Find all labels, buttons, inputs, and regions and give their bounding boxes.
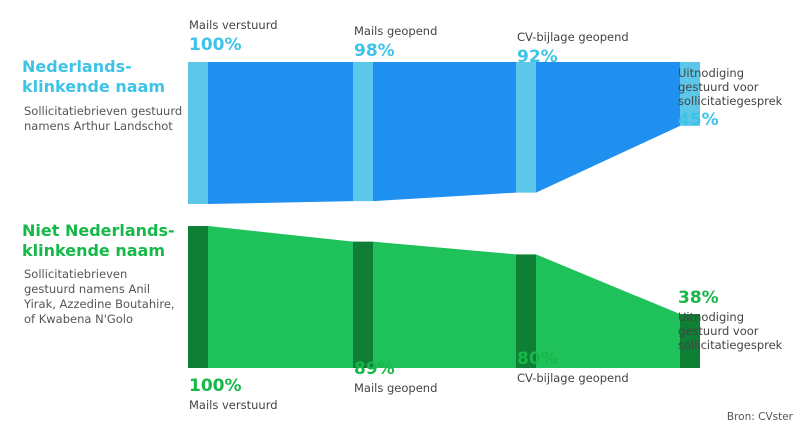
group-2-stage-2-bar xyxy=(353,241,373,368)
group-1-stage-1-value: 100% xyxy=(189,35,242,55)
group-2-band-2 xyxy=(373,241,516,368)
group-2-stage-1-label: Mails verstuurd xyxy=(189,398,278,412)
group-2-stage-4-value: 38% xyxy=(678,288,719,308)
group-2-stage-1-bar xyxy=(188,226,208,368)
group-2-subtitle: Sollicitatiebrieven gestuurd namens Anil Y… xyxy=(24,267,175,326)
group-2-stage-3-value: 80% xyxy=(517,349,558,369)
group-2-stage-3-bar xyxy=(516,254,536,368)
group-1-title: Nederlands-klinkende naam xyxy=(22,57,165,96)
group-1-stage-2-bar xyxy=(353,62,373,202)
group-2-stage-2-value: 89% xyxy=(354,359,395,379)
group-1-stage-3-value: 92% xyxy=(517,47,558,67)
group-2-band-1 xyxy=(208,226,353,368)
group-1-stage-4-bar xyxy=(680,62,700,126)
group-2-title: Niet Nederlands-klinkende naam xyxy=(22,221,175,260)
group-2-stage-3-label: CV-bijlage geopend xyxy=(517,371,629,385)
group-1-band-3 xyxy=(536,62,680,193)
group-1-stage-3-label: CV-bijlage geopend xyxy=(517,30,629,44)
group-2-stage-4-label: Uitnodiging gestuurd voor sollicitatiegesp… xyxy=(678,310,783,352)
group-1-stage-2-value: 98% xyxy=(354,41,395,61)
source-note: Bron: CVster xyxy=(726,411,793,423)
group-1-stage-4-value: 45% xyxy=(678,110,719,130)
group-1-stage-3-bar xyxy=(516,62,536,193)
group-1-stage-4-label: Uitnodiging gestuurd voor sollicitatiegesp… xyxy=(678,66,783,108)
group-1-stage-2-label: Mails geopend xyxy=(354,24,438,38)
group-1-band-2 xyxy=(373,62,516,202)
group-1-stage-1-label: Mails verstuurd xyxy=(189,18,278,32)
group-2-stage-2-label: Mails geopend xyxy=(354,381,438,395)
group-2-stage-4-bar xyxy=(680,314,700,368)
group-1-subtitle: Sollicitatiebrieven gestuurd namens Arthu… xyxy=(24,104,183,133)
group-2-band-3 xyxy=(536,254,680,368)
group-1-stage-1-bar xyxy=(188,62,208,204)
group-2-stage-1-value: 100% xyxy=(189,376,242,396)
group-1-band-1 xyxy=(208,62,353,204)
